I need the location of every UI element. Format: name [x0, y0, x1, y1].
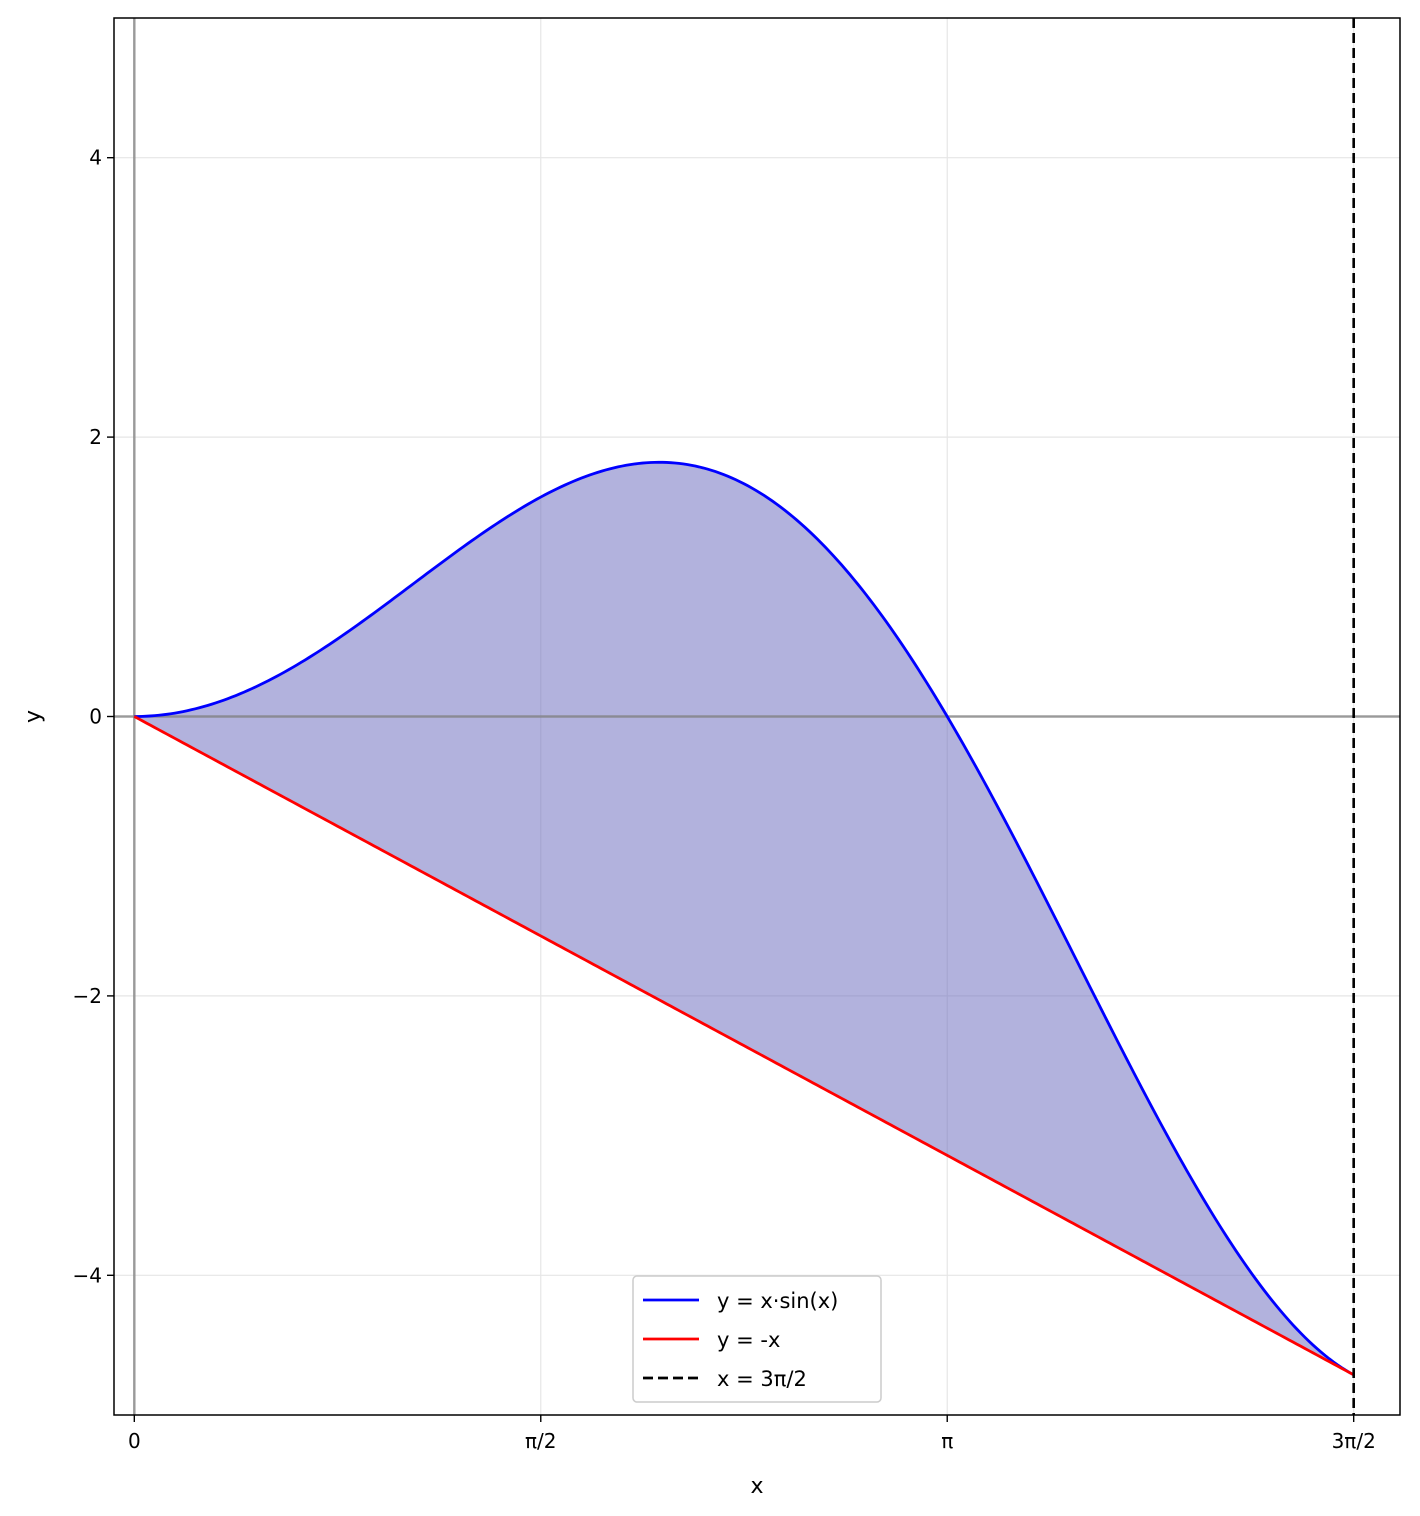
y-tick-label: −4 — [73, 1263, 102, 1287]
fill-area-layer — [134, 462, 1354, 1375]
x-axis-label: x — [750, 1474, 763, 1499]
legend-entry-label: y = -x — [717, 1328, 780, 1352]
y-axis-label: y — [21, 710, 46, 723]
series-line-1 — [133, 715, 1355, 1377]
x-tick-label: π/2 — [525, 1429, 557, 1453]
x-tick-label: π — [941, 1429, 953, 1453]
y-tick-label: 0 — [89, 705, 102, 729]
y-tick-label: 2 — [89, 425, 102, 449]
legend-entry-label: x = 3π/2 — [717, 1367, 807, 1391]
fill-between-area — [134, 462, 1354, 1375]
ticks: 0 π/2 π 3π/2 −4 −2 0 2 4 — [73, 146, 1376, 1453]
y-tick-label: 4 — [89, 146, 102, 170]
legend-box — [632, 1275, 882, 1403]
x-tick-label: 0 — [128, 1429, 141, 1453]
series-line-0 — [134, 460, 1355, 1377]
legend-entry-label: y = x·sin(x) — [717, 1289, 838, 1313]
x-tick-label: 3π/2 — [1332, 1429, 1376, 1453]
series-layer — [133, 18, 1355, 1415]
y-tick-label: −2 — [73, 984, 102, 1008]
legend: y = x·sin(x) y = -x x = 3π/2 — [632, 1275, 882, 1403]
